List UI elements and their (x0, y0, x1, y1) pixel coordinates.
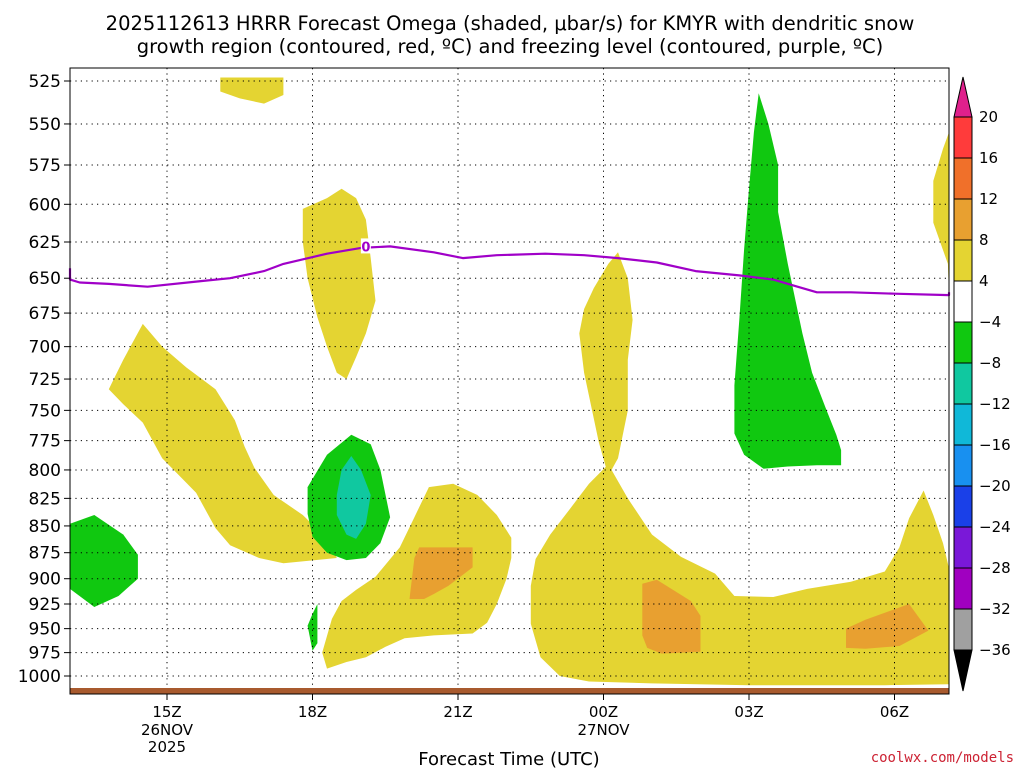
omega-region-pos-8-12 (642, 579, 701, 654)
x-tick-date-15Z: 26NOV (141, 721, 194, 739)
colorbar-label-9: −20 (979, 477, 1011, 495)
colorbar-bottom-arrow (953, 649, 973, 692)
omega-region-neg-4-8 (307, 604, 318, 651)
y-tick-label-975: 975 (29, 644, 61, 664)
plot-frame (69, 67, 950, 695)
omega-region-pos-4-8 (108, 323, 337, 564)
x-tick-year-15Z: 2025 (148, 738, 186, 756)
y-tick-label-525: 525 (29, 72, 61, 92)
colorbar-label-1: 16 (979, 149, 998, 167)
x-tick-label-03Z: 03Z (734, 703, 763, 721)
colorbar: 20 16 12 8 4 −4 −8 −12 −16 −20 −24 −28 −32 −36 (953, 76, 1011, 692)
colorbar-box-4 (953, 280, 973, 323)
colorbar-box-7 (953, 403, 973, 446)
colorbar-label-0: 20 (979, 108, 998, 126)
omega-region-neg-4-8 (734, 93, 842, 469)
colorbar-label-7: −12 (979, 395, 1011, 413)
y-tick-label-950: 950 (29, 620, 61, 640)
y-tick-label-825: 825 (29, 489, 61, 509)
omega-region-pos-4-8 (933, 77, 949, 330)
colorbar-box-1 (953, 157, 973, 200)
x-tick-label-06Z: 06Z (880, 703, 909, 721)
colorbar-box-9 (953, 485, 973, 528)
y-tick-label-1000: 1000 (18, 667, 61, 687)
y-tick-label-675: 675 (29, 304, 61, 324)
omega-region-pos-4-8 (530, 464, 949, 686)
y-tick-label-575: 575 (29, 156, 61, 176)
colorbar-label-12: −32 (979, 600, 1011, 618)
y-tick-label-875: 875 (29, 544, 61, 564)
omega-region-pos-8-12 (846, 604, 929, 649)
colorbar-label-5: −4 (979, 313, 1001, 331)
colorbar-label-11: −28 (979, 559, 1011, 577)
freezing-level: 0 (68, 238, 951, 297)
omega-region-pos-8-12 (409, 547, 473, 599)
x-tick-label-00Z: 00Z (589, 703, 618, 721)
y-axis: 525 550 575 600 625 650 675 700 725 750 775 800 825 8… (18, 72, 70, 687)
grid-lines (70, 68, 949, 694)
y-tick-label-650: 650 (29, 269, 61, 289)
omega-region-neg-8-12 (336, 456, 371, 539)
colorbar-box-10 (953, 526, 973, 569)
x-axis-title: Forecast Time (UTC) (418, 749, 599, 768)
colorbar-label-3: 8 (979, 231, 989, 249)
colorbar-box-6 (953, 362, 973, 405)
colorbar-label-13: −36 (979, 641, 1011, 659)
freezing-level-line (68, 245, 951, 297)
y-tick-label-625: 625 (29, 233, 61, 253)
colorbar-label-10: −24 (979, 518, 1011, 536)
colorbar-box-12 (953, 608, 973, 651)
omega-region-pos-4-8 (220, 77, 284, 104)
y-tick-label-725: 725 (29, 370, 61, 390)
omega-region-pos-4-8 (302, 188, 376, 379)
colorbar-box-11 (953, 567, 973, 610)
chart-title-line-1: 2025112613 HRRR Forecast Omega (shaded, … (106, 12, 915, 35)
y-tick-label-900: 900 (29, 570, 61, 590)
freezing-level-label: 0 (361, 240, 370, 255)
colorbar-box-0 (953, 116, 973, 159)
colorbar-label-6: −8 (979, 354, 1001, 372)
colorbar-box-3 (953, 239, 973, 282)
y-tick-label-850: 850 (29, 517, 61, 537)
y-tick-label-775: 775 (29, 432, 61, 452)
x-tick-date-00Z: 27NOV (577, 721, 630, 739)
colorbar-label-2: 12 (979, 190, 998, 208)
site-credit: coolwx.com/models (871, 750, 1014, 766)
x-tick-label-18Z: 18Z (298, 703, 327, 721)
x-tick-label-15Z: 15Z (152, 703, 181, 721)
freezing-label-bg (360, 238, 371, 254)
y-tick-label-700: 700 (29, 338, 61, 358)
omega-region-pos-4-8 (579, 252, 633, 476)
colorbar-top-arrow (953, 76, 973, 118)
omega-regions (70, 77, 949, 686)
colorbar-label-8: −16 (979, 436, 1011, 454)
colorbar-box-2 (953, 198, 973, 241)
y-tick-label-550: 550 (29, 115, 61, 135)
ground-surface (70, 688, 949, 694)
omega-region-neg-4-8 (70, 515, 138, 607)
colorbar-box-5 (953, 321, 973, 364)
plot-area: 0 (68, 67, 951, 695)
y-tick-label-800: 800 (29, 461, 61, 481)
colorbar-label-4: 4 (979, 272, 989, 290)
chart-title-line-2: growth region (contoured, red, ºC) and f… (137, 35, 884, 58)
y-tick-label-925: 925 (29, 595, 61, 615)
y-tick-label-600: 600 (29, 195, 61, 215)
x-tick-label-21Z: 21Z (443, 703, 472, 721)
y-tick-label-750: 750 (29, 401, 61, 421)
colorbar-box-8 (953, 444, 973, 487)
